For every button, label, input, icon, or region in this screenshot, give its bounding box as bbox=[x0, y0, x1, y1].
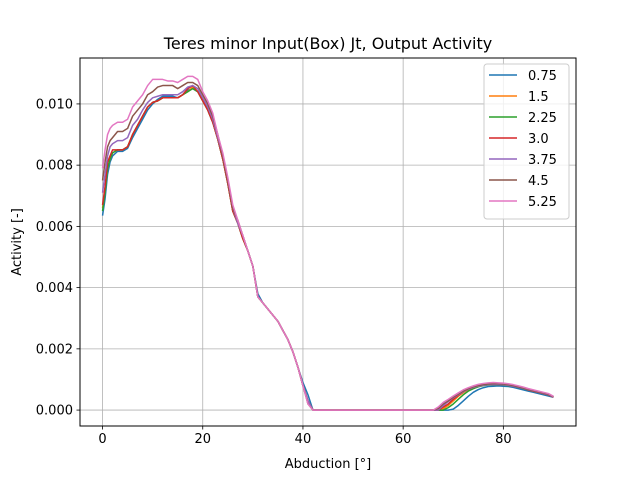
plot-frame bbox=[79, 57, 577, 427]
x-tick-label: 20 bbox=[194, 432, 211, 447]
chart-title: Teres minor Input(Box) Jt, Output Activi… bbox=[163, 34, 492, 53]
plot-lines bbox=[101, 75, 554, 411]
y-axis-label: Activity [-] bbox=[10, 208, 25, 276]
legend-label: 0.75 bbox=[528, 69, 557, 84]
y-tick-label: 0.010 bbox=[36, 97, 73, 112]
series-line-5.25 bbox=[101, 75, 554, 411]
legend-label: 3.75 bbox=[528, 153, 557, 168]
legend-label: 3.0 bbox=[528, 132, 549, 147]
legend: 0.75 1.5 2.25 3.0 3.75 4.5 5.25 bbox=[483, 63, 570, 220]
legend-label: 1.5 bbox=[528, 90, 549, 105]
y-tick-label: 0.004 bbox=[36, 281, 73, 296]
legend-label: 5.25 bbox=[528, 195, 557, 210]
legend-label: 2.25 bbox=[528, 111, 557, 126]
y-tick-label: 0.006 bbox=[36, 220, 73, 235]
axis-ticks: 0 20 40 60 80 0.000 0.002 0.004 0.006 0.008 0.010 bbox=[36, 97, 512, 447]
x-tick-label: 40 bbox=[295, 432, 312, 447]
x-tick-label: 0 bbox=[98, 432, 106, 447]
x-axis-label: Abduction [°] bbox=[285, 457, 371, 472]
y-tick-label: 0.002 bbox=[36, 342, 73, 357]
x-tick-label: 60 bbox=[395, 432, 412, 447]
y-tick-label: 0.008 bbox=[36, 159, 73, 174]
x-tick-label: 80 bbox=[495, 432, 512, 447]
y-tick-label: 0.000 bbox=[36, 404, 73, 419]
legend-label: 4.5 bbox=[528, 174, 549, 189]
